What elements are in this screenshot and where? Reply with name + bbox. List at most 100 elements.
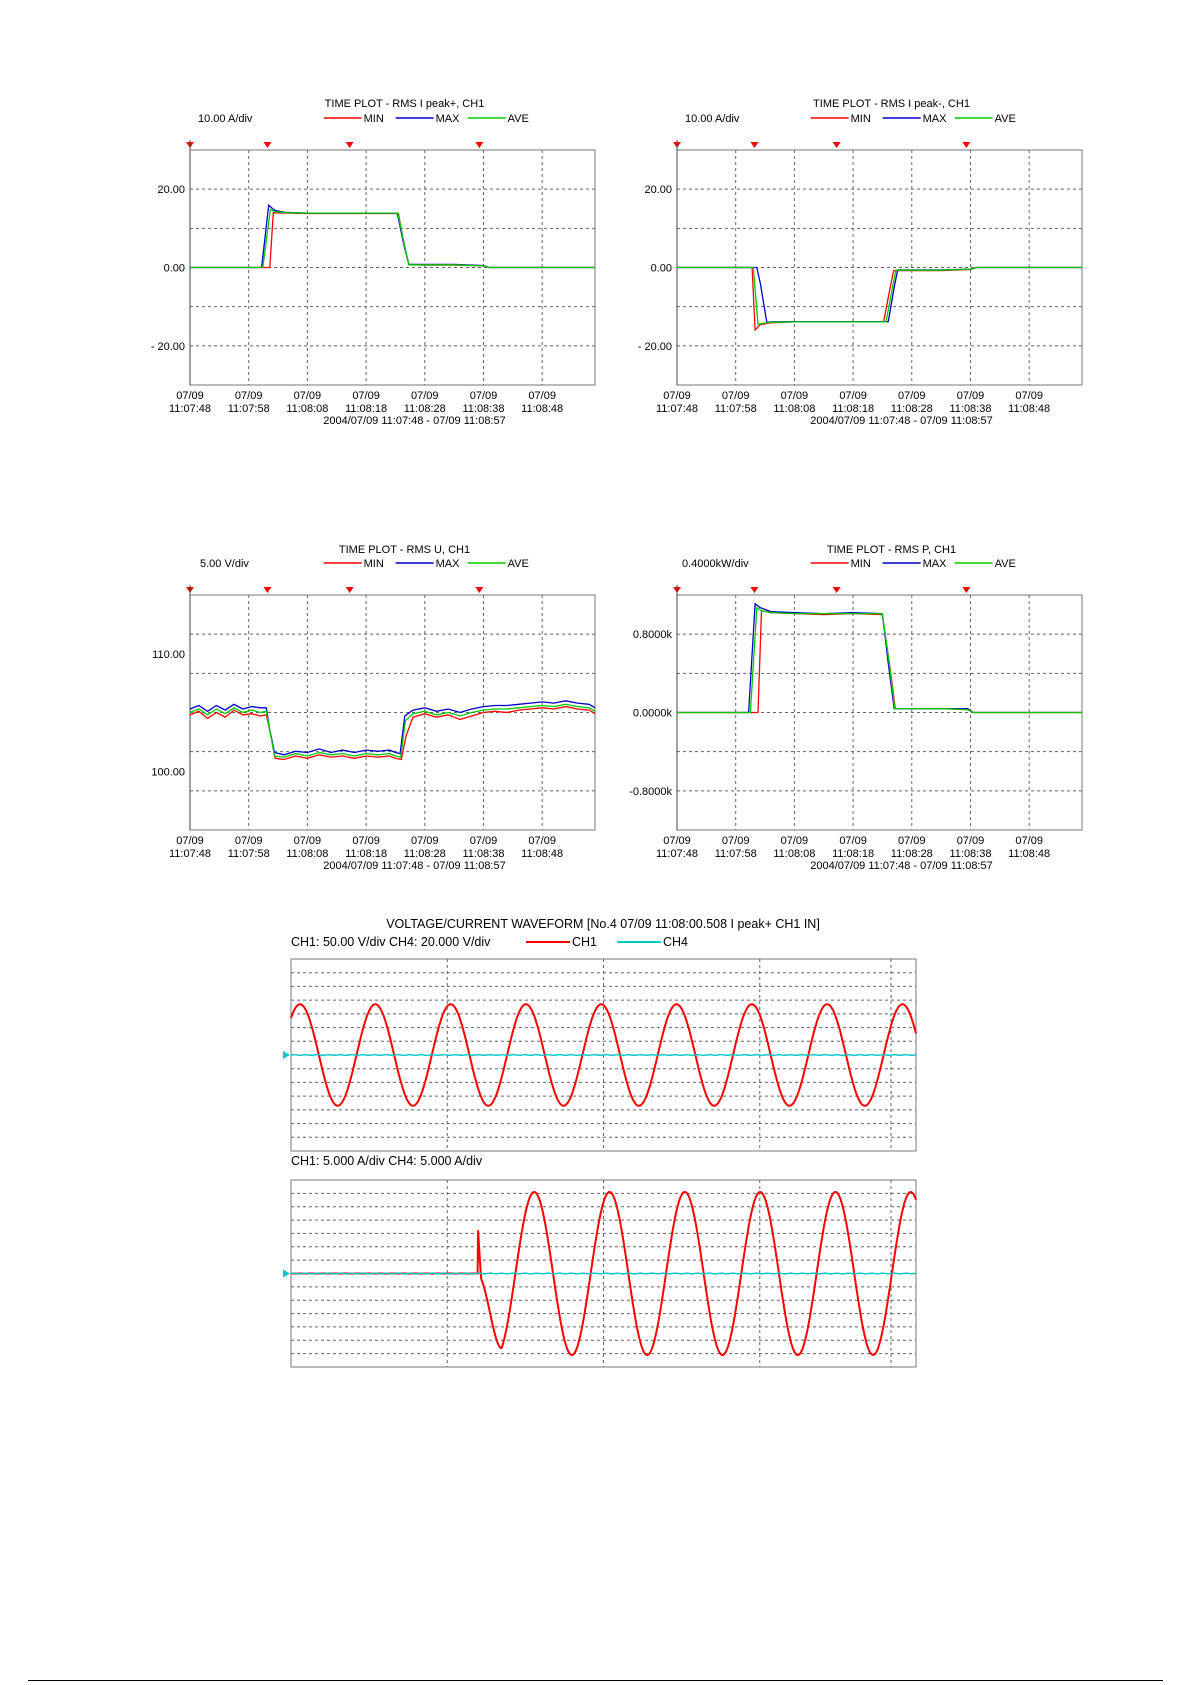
x-range-label: 2004/07/09 11:07:48 - 07/09 11:08:57 [810, 860, 992, 872]
x-tick-time: 11:07:58 [715, 848, 757, 860]
wave-series-ch4 [290, 1272, 917, 1275]
current-scale-label: CH1: 5.000 A/div CH4: 5.000 A/div [291, 1154, 483, 1168]
x-tick-time: 11:08:48 [521, 848, 563, 860]
legend-label-ave: AVE [995, 113, 1016, 125]
y-tick-label: 100.00 [151, 766, 185, 778]
voltage-waveform [283, 958, 917, 1152]
x-tick-time: 11:08:48 [521, 403, 563, 415]
x-tick-date: 07/09 [235, 390, 263, 402]
x-tick-time: 11:08:38 [949, 403, 991, 415]
x-tick-date: 07/09 [1015, 835, 1043, 847]
time-plot-3: TIME PLOT - RMS U, CH1 5.00 V/div MIN MAX AV… [151, 544, 596, 872]
y-tick-label: 0.8000k [633, 629, 673, 641]
scale-label: 5.00 V/div [200, 558, 249, 570]
series-line-max [677, 602, 1082, 714]
event-marker [345, 142, 354, 148]
x-tick-date: 07/09 [957, 390, 985, 402]
footer-rule [28, 1680, 1163, 1681]
series-line-ave [677, 606, 1082, 714]
x-tick-date: 07/09 [411, 390, 439, 402]
x-tick-date: 07/09 [470, 390, 498, 402]
x-tick-date: 07/09 [176, 835, 204, 847]
event-marker [263, 142, 272, 148]
chart-title: TIME PLOT - RMS I peak+, CH1 [325, 98, 485, 110]
scale-label: 10.00 A/div [685, 113, 740, 125]
event-marker [832, 142, 841, 148]
y-tick-label: - 20.00 [151, 341, 185, 353]
series-line-max [677, 266, 1082, 324]
x-tick-time: 11:08:18 [345, 848, 387, 860]
x-tick-date: 07/09 [470, 835, 498, 847]
y-tick-label: -0.8000k [629, 786, 672, 798]
event-marker [962, 587, 971, 593]
x-tick-date: 07/09 [722, 390, 750, 402]
zero-marker [283, 1051, 290, 1059]
x-tick-date: 07/09 [663, 390, 691, 402]
x-tick-time: 11:08:38 [462, 403, 504, 415]
waveform-title: VOLTAGE/CURRENT WAVEFORM [No.4 07/09 11:… [386, 917, 820, 931]
x-tick-date: 07/09 [898, 835, 926, 847]
x-tick-time: 11:08:28 [404, 403, 446, 415]
x-tick-time: 11:08:08 [773, 403, 815, 415]
event-marker [475, 142, 484, 148]
wave-series-ch4 [290, 1053, 917, 1057]
x-tick-date: 07/09 [1015, 390, 1043, 402]
event-marker [750, 587, 759, 593]
legend-label-min: MIN [364, 113, 384, 125]
x-tick-date: 07/09 [528, 390, 556, 402]
x-tick-date: 07/09 [663, 835, 691, 847]
x-tick-date: 07/09 [781, 835, 809, 847]
time-plot-2: TIME PLOT - RMS I peak-, CH1 10.00 A/div M… [638, 98, 1083, 427]
event-marker [475, 587, 484, 593]
x-tick-date: 07/09 [839, 835, 867, 847]
x-tick-time: 11:07:48 [169, 848, 211, 860]
event-marker [962, 142, 971, 148]
x-tick-date: 07/09 [781, 390, 809, 402]
x-tick-time: 11:08:48 [1008, 848, 1050, 860]
x-tick-time: 11:08:28 [891, 848, 933, 860]
series-line-min [189, 705, 596, 761]
wave-series-ch1 [290, 1003, 917, 1107]
voltage-scale-label: CH1: 50.00 V/div CH4: 20.000 V/div [291, 935, 491, 949]
x-tick-date: 07/09 [235, 835, 263, 847]
event-marker [750, 142, 759, 148]
x-tick-date: 07/09 [411, 835, 439, 847]
series-line-min [190, 212, 595, 269]
y-tick-label: 0.00 [651, 263, 672, 275]
x-tick-date: 07/09 [722, 835, 750, 847]
waveform-panel: VOLTAGE/CURRENT WAVEFORM [No.4 07/09 11:… [283, 917, 917, 1368]
current-waveform [283, 1179, 917, 1368]
legend-label-min: MIN [851, 113, 871, 125]
legend-label-max: MAX [436, 113, 461, 125]
event-marker [345, 587, 354, 593]
legend-label-max: MAX [923, 113, 948, 125]
legend-label-min: MIN [364, 558, 384, 570]
y-tick-label: 0.00 [164, 263, 185, 275]
series-line-ave [677, 266, 1082, 326]
zero-marker [283, 1269, 290, 1278]
y-tick-label: 20.00 [157, 184, 185, 196]
legend-label-ch4: CH4 [663, 935, 688, 949]
x-tick-time: 11:08:18 [832, 848, 874, 860]
x-tick-date: 07/09 [957, 835, 985, 847]
legend-label-max: MAX [436, 558, 461, 570]
y-tick-label: - 20.00 [638, 341, 672, 353]
scale-label: 10.00 A/div [198, 113, 253, 125]
x-tick-time: 11:08:18 [832, 403, 874, 415]
legend-label-ave: AVE [995, 558, 1016, 570]
x-tick-time: 11:08:38 [949, 848, 991, 860]
series-line-ave [190, 208, 595, 269]
x-tick-date: 07/09 [898, 390, 926, 402]
x-tick-time: 11:08:18 [345, 403, 387, 415]
x-tick-time: 11:07:58 [228, 848, 270, 860]
x-tick-time: 11:08:08 [286, 403, 328, 415]
series-line-min [677, 266, 1082, 332]
x-tick-date: 07/09 [352, 390, 380, 402]
x-tick-date: 07/09 [294, 390, 322, 402]
scale-label: 0.4000kW/div [682, 558, 749, 570]
time-plot-1: TIME PLOT - RMS I peak+, CH1 10.00 A/div M… [151, 98, 596, 427]
x-tick-time: 11:07:48 [656, 848, 698, 860]
x-tick-time: 11:08:38 [462, 848, 504, 860]
chart-title: TIME PLOT - RMS P, CH1 [827, 544, 956, 556]
